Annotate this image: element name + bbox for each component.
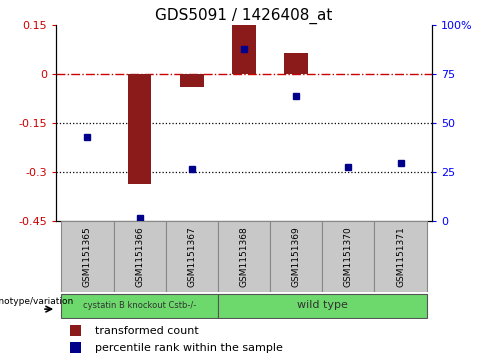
FancyBboxPatch shape <box>270 221 322 292</box>
Text: cystatin B knockout Cstb-/-: cystatin B knockout Cstb-/- <box>83 301 196 310</box>
FancyBboxPatch shape <box>61 221 114 292</box>
Text: wild type: wild type <box>297 300 348 310</box>
Bar <box>128 74 151 184</box>
Text: GSM1151370: GSM1151370 <box>344 227 353 287</box>
Text: GSM1151366: GSM1151366 <box>135 227 144 287</box>
Bar <box>285 53 308 74</box>
FancyBboxPatch shape <box>374 221 427 292</box>
Text: GSM1151368: GSM1151368 <box>240 227 248 287</box>
FancyBboxPatch shape <box>61 294 218 318</box>
Bar <box>70 342 81 354</box>
Text: percentile rank within the sample: percentile rank within the sample <box>95 343 283 353</box>
Text: GSM1151371: GSM1151371 <box>396 227 405 287</box>
FancyBboxPatch shape <box>218 294 427 318</box>
Bar <box>232 24 256 74</box>
FancyBboxPatch shape <box>114 221 166 292</box>
FancyBboxPatch shape <box>322 221 374 292</box>
Text: GSM1151367: GSM1151367 <box>187 227 196 287</box>
FancyBboxPatch shape <box>218 221 270 292</box>
Bar <box>180 74 203 87</box>
FancyBboxPatch shape <box>166 221 218 292</box>
Text: GSM1151369: GSM1151369 <box>292 227 301 287</box>
Text: GSM1151365: GSM1151365 <box>83 227 92 287</box>
Title: GDS5091 / 1426408_at: GDS5091 / 1426408_at <box>155 8 333 24</box>
Text: genotype/variation: genotype/variation <box>0 297 74 306</box>
Bar <box>70 325 81 336</box>
Text: transformed count: transformed count <box>95 326 199 336</box>
